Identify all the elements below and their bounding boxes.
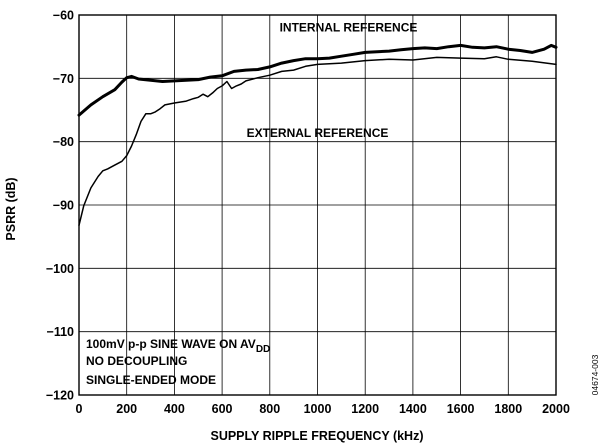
x-tick-label: 800 xyxy=(259,402,280,416)
series-line-external-reference xyxy=(78,56,557,227)
x-tick-label: 400 xyxy=(164,402,185,416)
y-axis-title: PSRR (dB) xyxy=(4,177,18,240)
y-tick-label: −70 xyxy=(53,72,74,86)
x-tick-label: 1600 xyxy=(447,402,475,416)
figure-code: 04674-003 xyxy=(590,354,600,395)
x-tick-label: 1800 xyxy=(494,402,522,416)
plot-frame xyxy=(78,14,557,396)
x-tick-label: 1400 xyxy=(399,402,427,416)
x-tick-label: 600 xyxy=(212,402,233,416)
annotations: INTERNAL REFERENCE EXTERNAL REFERENCE xyxy=(247,20,418,140)
y-tick-label: −100 xyxy=(46,262,74,276)
y-tick-label: −80 xyxy=(53,135,74,149)
series-line-internal-reference xyxy=(77,43,558,117)
y-tick-label: −90 xyxy=(53,199,74,213)
y-tick-label: −60 xyxy=(53,9,74,23)
x-tick-label: 1200 xyxy=(351,402,379,416)
x-tick-label: 0 xyxy=(76,402,83,416)
x-axis-title: SUPPLY RIPPLE FREQUENCY (kHz) xyxy=(210,429,423,443)
x-tick-label: 1000 xyxy=(304,402,332,416)
x-tick-label: 200 xyxy=(116,402,137,416)
condition-line-3: SINGLE-ENDED MODE xyxy=(86,373,216,387)
condition-subscript: DD xyxy=(256,344,270,355)
series-label-internal-reference: INTERNAL REFERENCE xyxy=(280,20,418,34)
tick-labels: 0 200 400 600 800 1000 1200 1400 1600 1800 2000 −12… xyxy=(46,9,570,417)
condition-line-2: NO DECOUPLING xyxy=(86,354,187,368)
x-tick-label: 2000 xyxy=(542,402,570,416)
y-tick-label: −120 xyxy=(46,389,74,403)
condition-line-1: 100mV p-p SINE WAVE ON AVDD xyxy=(86,337,270,355)
grid-layer xyxy=(79,15,556,395)
series-label-external-reference: EXTERNAL REFERENCE xyxy=(247,126,389,140)
y-tick-label: −110 xyxy=(47,325,75,339)
condition-line-1-text: 100mV p-p SINE WAVE ON AV xyxy=(86,337,256,351)
series-layer xyxy=(77,43,558,227)
test-conditions: 100mV p-p SINE WAVE ON AVDD NO DECOUPLIN… xyxy=(86,337,270,387)
